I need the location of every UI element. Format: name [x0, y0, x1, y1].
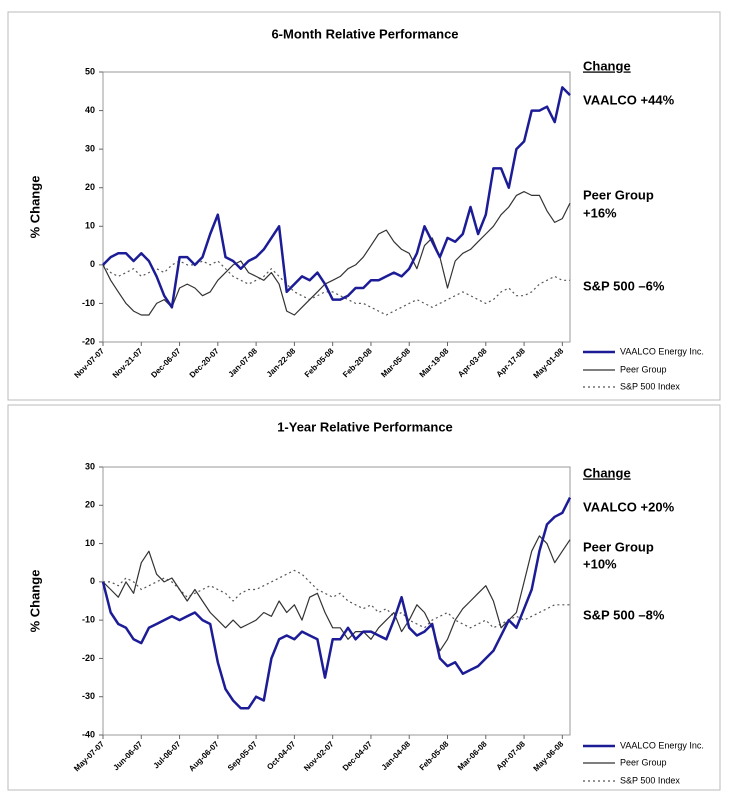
- y-axis-label: % Change: [27, 176, 42, 239]
- legend-label: VAALCO Energy Inc.: [620, 346, 704, 356]
- chart-title: 6-Month Relative Performance: [271, 26, 458, 41]
- y-tick-label: 40: [85, 105, 95, 115]
- annotation: VAALCO +44%: [583, 92, 675, 107]
- series-line: [102, 191, 571, 316]
- plot-area: [102, 71, 571, 343]
- annotation: Change: [583, 58, 631, 73]
- y-tick-label: -20: [82, 653, 95, 663]
- series-line: [102, 86, 571, 309]
- y-tick-label: 0: [90, 576, 95, 586]
- annotation: S&P 500 –8%: [583, 607, 665, 622]
- chart-title: 1-Year Relative Performance: [277, 419, 453, 434]
- y-tick-label: 50: [85, 66, 95, 76]
- annotation: Change: [583, 465, 631, 480]
- y-tick-label: -10: [82, 615, 95, 625]
- plot-area: [102, 466, 571, 736]
- series-line: [102, 535, 571, 652]
- annotation: Peer Group: [583, 187, 654, 202]
- y-tick-label: 0: [90, 259, 95, 269]
- y-axis-label: % Change: [27, 570, 42, 633]
- y-tick-label: 10: [85, 221, 95, 231]
- y-tick-label: 20: [85, 182, 95, 192]
- legend-label: S&P 500 Index: [620, 381, 680, 391]
- y-tick-label: -20: [82, 336, 95, 346]
- annotation: VAALCO +20%: [583, 499, 675, 514]
- series-line: [101, 497, 572, 710]
- legend-label: Peer Group: [620, 757, 667, 767]
- annotation: +10%: [583, 556, 617, 571]
- y-tick-label: 20: [85, 500, 95, 510]
- legend-label: S&P 500 Index: [620, 775, 680, 785]
- legend-label: Peer Group: [620, 364, 667, 374]
- panel: [7, 11, 721, 401]
- y-tick-label: -10: [82, 298, 95, 308]
- y-tick-label: 10: [85, 538, 95, 548]
- annotation: +16%: [583, 205, 617, 220]
- y-tick-label: -40: [82, 729, 95, 739]
- panel: [7, 404, 721, 791]
- y-tick-label: 30: [85, 144, 95, 154]
- annotation: Peer Group: [583, 539, 654, 554]
- legend-label: VAALCO Energy Inc.: [620, 740, 704, 750]
- annotation: S&P 500 –6%: [583, 278, 665, 293]
- series-line: [102, 260, 570, 316]
- y-tick-label: -30: [82, 691, 95, 701]
- y-tick-label: 30: [85, 461, 95, 471]
